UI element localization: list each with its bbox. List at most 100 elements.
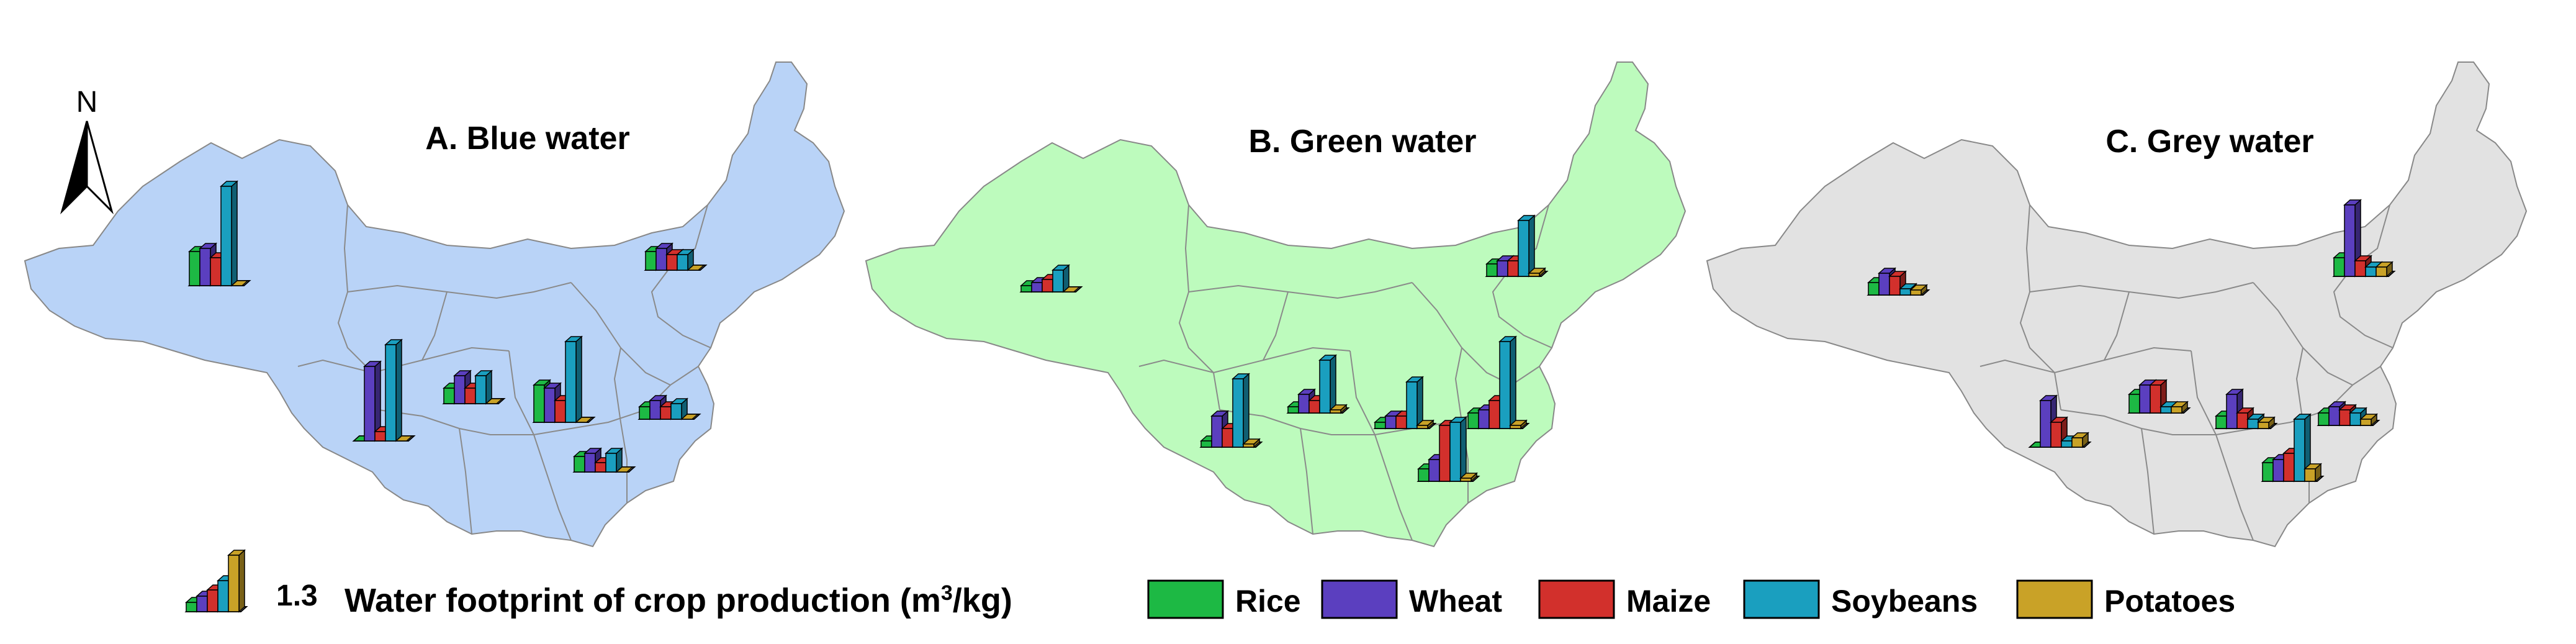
panel0-north-china-plain-chart bbox=[532, 335, 596, 424]
legend-scale-chart bbox=[184, 549, 248, 613]
panel1-loess-west-bar-soybeans bbox=[1232, 373, 1250, 448]
province-border bbox=[1979, 347, 2192, 374]
panel0-northwest-chart bbox=[187, 180, 251, 287]
legend-swatch-rice bbox=[1147, 579, 1224, 619]
legend-label-wheat: Wheat bbox=[1409, 584, 1502, 619]
north-label: N bbox=[76, 86, 98, 119]
panel0-loess-center-chart bbox=[442, 370, 506, 405]
panel0-loess-west-bar-potatoes bbox=[395, 435, 413, 442]
province-border bbox=[1188, 282, 1413, 299]
legend-swatch-maize bbox=[1538, 579, 1615, 619]
panel2-loess-west-chart bbox=[2028, 394, 2092, 448]
panel1-northwest-bar-potatoes bbox=[1062, 286, 1081, 293]
legend-item-wheat: Wheat bbox=[1321, 579, 1502, 619]
panel0-south-central-bar-soybeans bbox=[605, 447, 623, 473]
panel0-north-china-plain-bar-soybeans bbox=[564, 335, 583, 424]
panel2-northeast-chart bbox=[2332, 199, 2396, 278]
panel2-east-bar-potatoes bbox=[2359, 413, 2378, 427]
province-border bbox=[2253, 282, 2381, 386]
panel0-east-chart bbox=[637, 394, 701, 420]
province-border bbox=[1300, 428, 1313, 535]
panel1-northwest-bar-soybeans bbox=[1052, 264, 1070, 293]
panel0-northeast-chart bbox=[644, 242, 708, 271]
panel1-northeast-chart bbox=[1485, 214, 1549, 278]
panel2-loess-west-bar-potatoes bbox=[2071, 432, 2089, 448]
panel0-south-central-bar-potatoes bbox=[615, 466, 634, 473]
panel2-loess-center-bar-potatoes bbox=[2170, 401, 2189, 414]
panel2-south-central-bar-potatoes bbox=[2304, 463, 2322, 483]
panel1-south-central-chart bbox=[1416, 416, 1480, 483]
legend-label-rice: Rice bbox=[1235, 584, 1301, 619]
panel1-north-china-plain-bar-potatoes bbox=[1416, 419, 1434, 430]
legend-item-rice: Rice bbox=[1147, 579, 1301, 619]
legend-swatch-potatoes bbox=[2016, 579, 2093, 619]
legend: 1.3 Water footprint of crop production (… bbox=[184, 549, 2235, 619]
legend-swatch-soybeans bbox=[1743, 579, 1820, 619]
panel0-east-bar-potatoes bbox=[680, 414, 699, 420]
province-border bbox=[2141, 428, 2155, 535]
panel2-north-china-plain-bar-potatoes bbox=[2257, 416, 2276, 430]
panel1-northeast-bar-soybeans bbox=[1517, 214, 1536, 278]
province-border bbox=[1492, 204, 1552, 348]
province-border bbox=[421, 291, 448, 361]
panel0-east-bar-soybeans bbox=[670, 397, 688, 420]
panel0-south-central-chart bbox=[572, 447, 636, 473]
province-border bbox=[2104, 291, 2130, 361]
province-border bbox=[2029, 282, 2254, 299]
panel2-south-central-chart bbox=[2261, 413, 2325, 483]
legend-scale-bar-potatoes bbox=[227, 549, 246, 613]
panel1-east-chart bbox=[1466, 335, 1530, 430]
panel0-loess-west-chart bbox=[352, 338, 416, 442]
panel2-south-central-bar-soybeans bbox=[2293, 413, 2312, 483]
panel1-loess-west-bar-potatoes bbox=[1242, 438, 1261, 448]
panel1-loess-center-chart bbox=[1286, 354, 1350, 414]
panel1-north-china-plain-chart bbox=[1373, 376, 1437, 430]
province-borders-blue bbox=[297, 204, 711, 541]
panel2-loess-center-chart bbox=[2127, 379, 2191, 414]
panel1-east-bar-potatoes bbox=[1509, 419, 1528, 430]
panel1-loess-west-chart bbox=[1199, 373, 1263, 448]
legend-swatch-wheat bbox=[1321, 579, 1398, 619]
legend-item-soybeans: Soybeans bbox=[1743, 579, 1978, 619]
province-border bbox=[508, 350, 572, 541]
panel1-south-central-bar-soybeans bbox=[1449, 416, 1467, 483]
panel-title-green: B. Green water bbox=[1248, 124, 1476, 160]
panel-title-blue: A. Blue water bbox=[425, 120, 629, 156]
panel1-south-central-bar-potatoes bbox=[1459, 472, 1478, 483]
legend-title: Water footprint of crop production (m3/k… bbox=[345, 581, 1012, 619]
province-border bbox=[651, 204, 711, 348]
panel0-northwest-bar-potatoes bbox=[230, 280, 249, 286]
legend-scale-bar-icon bbox=[184, 549, 248, 613]
panel1-north-china-plain-bar-soybeans bbox=[1405, 376, 1424, 430]
province-border bbox=[2333, 204, 2394, 348]
panel0-loess-west-bar-soybeans bbox=[384, 338, 403, 442]
bar-charts-grey bbox=[1867, 199, 2396, 483]
legend-scale-value: 1.3 bbox=[276, 579, 318, 612]
panel0-northeast-bar-soybeans bbox=[676, 248, 695, 271]
province-border bbox=[1263, 291, 1289, 361]
legend-label-potatoes: Potatoes bbox=[2104, 584, 2235, 619]
panel-blue-water: A. Blue water bbox=[24, 61, 845, 548]
bar-charts-green bbox=[1019, 214, 1549, 483]
panel-title-grey: C. Grey water bbox=[2105, 124, 2313, 160]
panel2-east-chart bbox=[2317, 401, 2380, 427]
panel0-loess-center-bar-soybeans bbox=[474, 370, 493, 405]
panel1-northwest-chart bbox=[1019, 264, 1083, 293]
bar-charts-blue bbox=[187, 180, 708, 473]
panel1-loess-center-bar-potatoes bbox=[1329, 404, 1348, 414]
legend-label-soybeans: Soybeans bbox=[1831, 584, 1978, 619]
legend-item-potatoes: Potatoes bbox=[2016, 579, 2235, 619]
panel2-northeast-bar-potatoes bbox=[2375, 261, 2394, 278]
panel0-northeast-bar-potatoes bbox=[687, 265, 705, 271]
legend-item-maize: Maize bbox=[1538, 579, 1711, 619]
panel2-northwest-chart bbox=[1867, 267, 1930, 296]
province-border bbox=[459, 428, 472, 535]
panel0-loess-west-bar-wheat bbox=[363, 360, 382, 442]
province-border bbox=[1349, 350, 1413, 541]
panel2-northwest-bar-potatoes bbox=[1909, 284, 1928, 296]
panel0-north-china-plain-bar-potatoes bbox=[575, 417, 593, 423]
north-arrow-icon: N bbox=[60, 86, 114, 215]
panel0-loess-center-bar-potatoes bbox=[485, 398, 503, 404]
panel1-east-bar-soybeans bbox=[1498, 335, 1517, 430]
panel1-loess-center-bar-soybeans bbox=[1318, 354, 1337, 414]
